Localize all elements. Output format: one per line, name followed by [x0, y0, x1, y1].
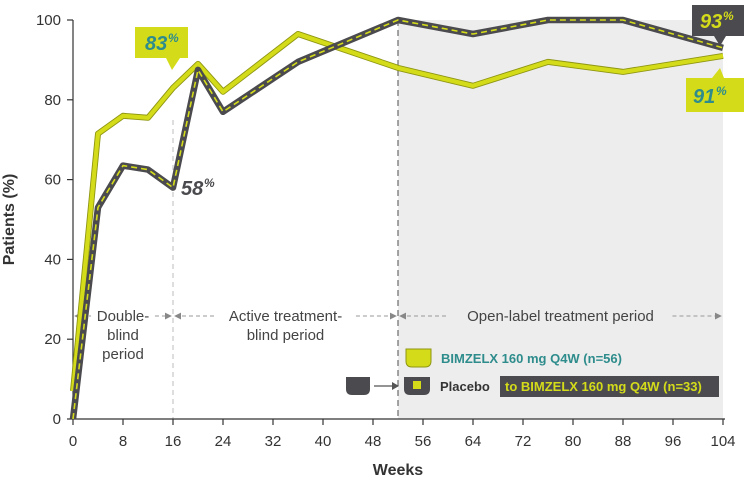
callout-suffix-placebo-week16: % [204, 176, 215, 190]
x-tick-label-40: 40 [315, 433, 332, 450]
y-tick-label-40: 40 [44, 251, 61, 268]
callout-value-placebo-week16: 58 [181, 178, 204, 200]
x-tick-label-0: 0 [69, 433, 77, 450]
callout-value-bimzelx-week104: 91 [693, 86, 715, 108]
x-tick-label-56: 56 [415, 433, 432, 450]
y-tick-label-20: 20 [44, 331, 61, 348]
callout-suffix-bimzelx-week104: % [716, 84, 727, 98]
x-tick-label-96: 96 [665, 433, 682, 450]
callout-suffix-placebo-week104: % [723, 9, 734, 23]
legend-switch-highlight [500, 376, 719, 397]
period-label-1-line-0: Active treatment- [229, 308, 342, 325]
x-tick-label-32: 32 [265, 433, 282, 450]
y-tick-label-0: 0 [53, 411, 61, 428]
y-tick-label-60: 60 [44, 172, 61, 189]
x-axis-title: Weeks [373, 462, 424, 479]
x-tick-label-88: 88 [615, 433, 632, 450]
legend-swatch-inner [413, 381, 421, 389]
period-label-0-line-0: Double- [97, 308, 150, 325]
legend-swatch-bimzelx [405, 348, 432, 368]
callout-box-placebo-week104 [692, 5, 744, 46]
legend-label-placebo-switch: to BIMZELX 160 mg Q4W (n=33) [505, 379, 702, 394]
legend-swatch-placebo [346, 377, 370, 395]
series-placebo-dashes [72, 19, 724, 420]
callout-bimzelx-week104: 91% [686, 68, 744, 112]
y-tick-label-80: 80 [44, 92, 61, 109]
x-tick-label-8: 8 [119, 433, 127, 450]
period-label-2-line-0: Open-label treatment period [467, 308, 654, 325]
callout-value-placebo-week104: 93 [700, 11, 722, 33]
callout-value-bimzelx-week16: 83 [145, 33, 167, 55]
open-label-shading [398, 20, 723, 419]
period-label-0-line-2: period [102, 346, 144, 363]
legend-arrow-head [392, 382, 399, 390]
callouts-layer: 83 %58 %93 %91% [135, 5, 744, 200]
x-tick-label-104: 104 [710, 433, 735, 450]
callout-bimzelx-week16: 83% [135, 27, 188, 70]
callout-placebo-week16: 58% [181, 176, 215, 200]
periods-layer: Double-blind period Active treatment-blind… [74, 308, 722, 363]
y-axis-title: Patients (%) [1, 174, 18, 266]
period-label-1-line-1: blind period [247, 327, 325, 344]
x-tick-label-16: 16 [165, 433, 182, 450]
callout-placebo-week104: 93% [692, 5, 744, 46]
callout-box-bimzelx-week16 [135, 27, 188, 70]
series-layer [69, 16, 724, 420]
x-tick-label-48: 48 [365, 433, 382, 450]
y-tick-label-100: 100 [36, 12, 61, 29]
legend-layer: BIMZELX 160 mg Q4W (n=56) Placebo to BIMZE… [346, 348, 719, 397]
callout-suffix-bimzelx-week16: % [168, 31, 179, 45]
background-layer [172, 20, 723, 419]
axes-layer: 0 20 40 60 80 100 0 8 16 24 32 40 48 56 64 72 80 88 96 104 W… [1, 12, 736, 479]
legend-label-bimzelx: BIMZELX 160 mg Q4W (n=56) [441, 351, 622, 366]
callout-box-bimzelx-week104 [686, 68, 744, 112]
x-tick-label-64: 64 [465, 433, 482, 450]
series-bimzelx-line [70, 31, 724, 392]
x-tick-label-80: 80 [565, 433, 582, 450]
legend-label-placebo: Placebo [440, 379, 490, 394]
period-label-0-line-1: blind [107, 327, 139, 344]
x-tick-label-24: 24 [215, 433, 232, 450]
x-tick-label-72: 72 [515, 433, 532, 450]
